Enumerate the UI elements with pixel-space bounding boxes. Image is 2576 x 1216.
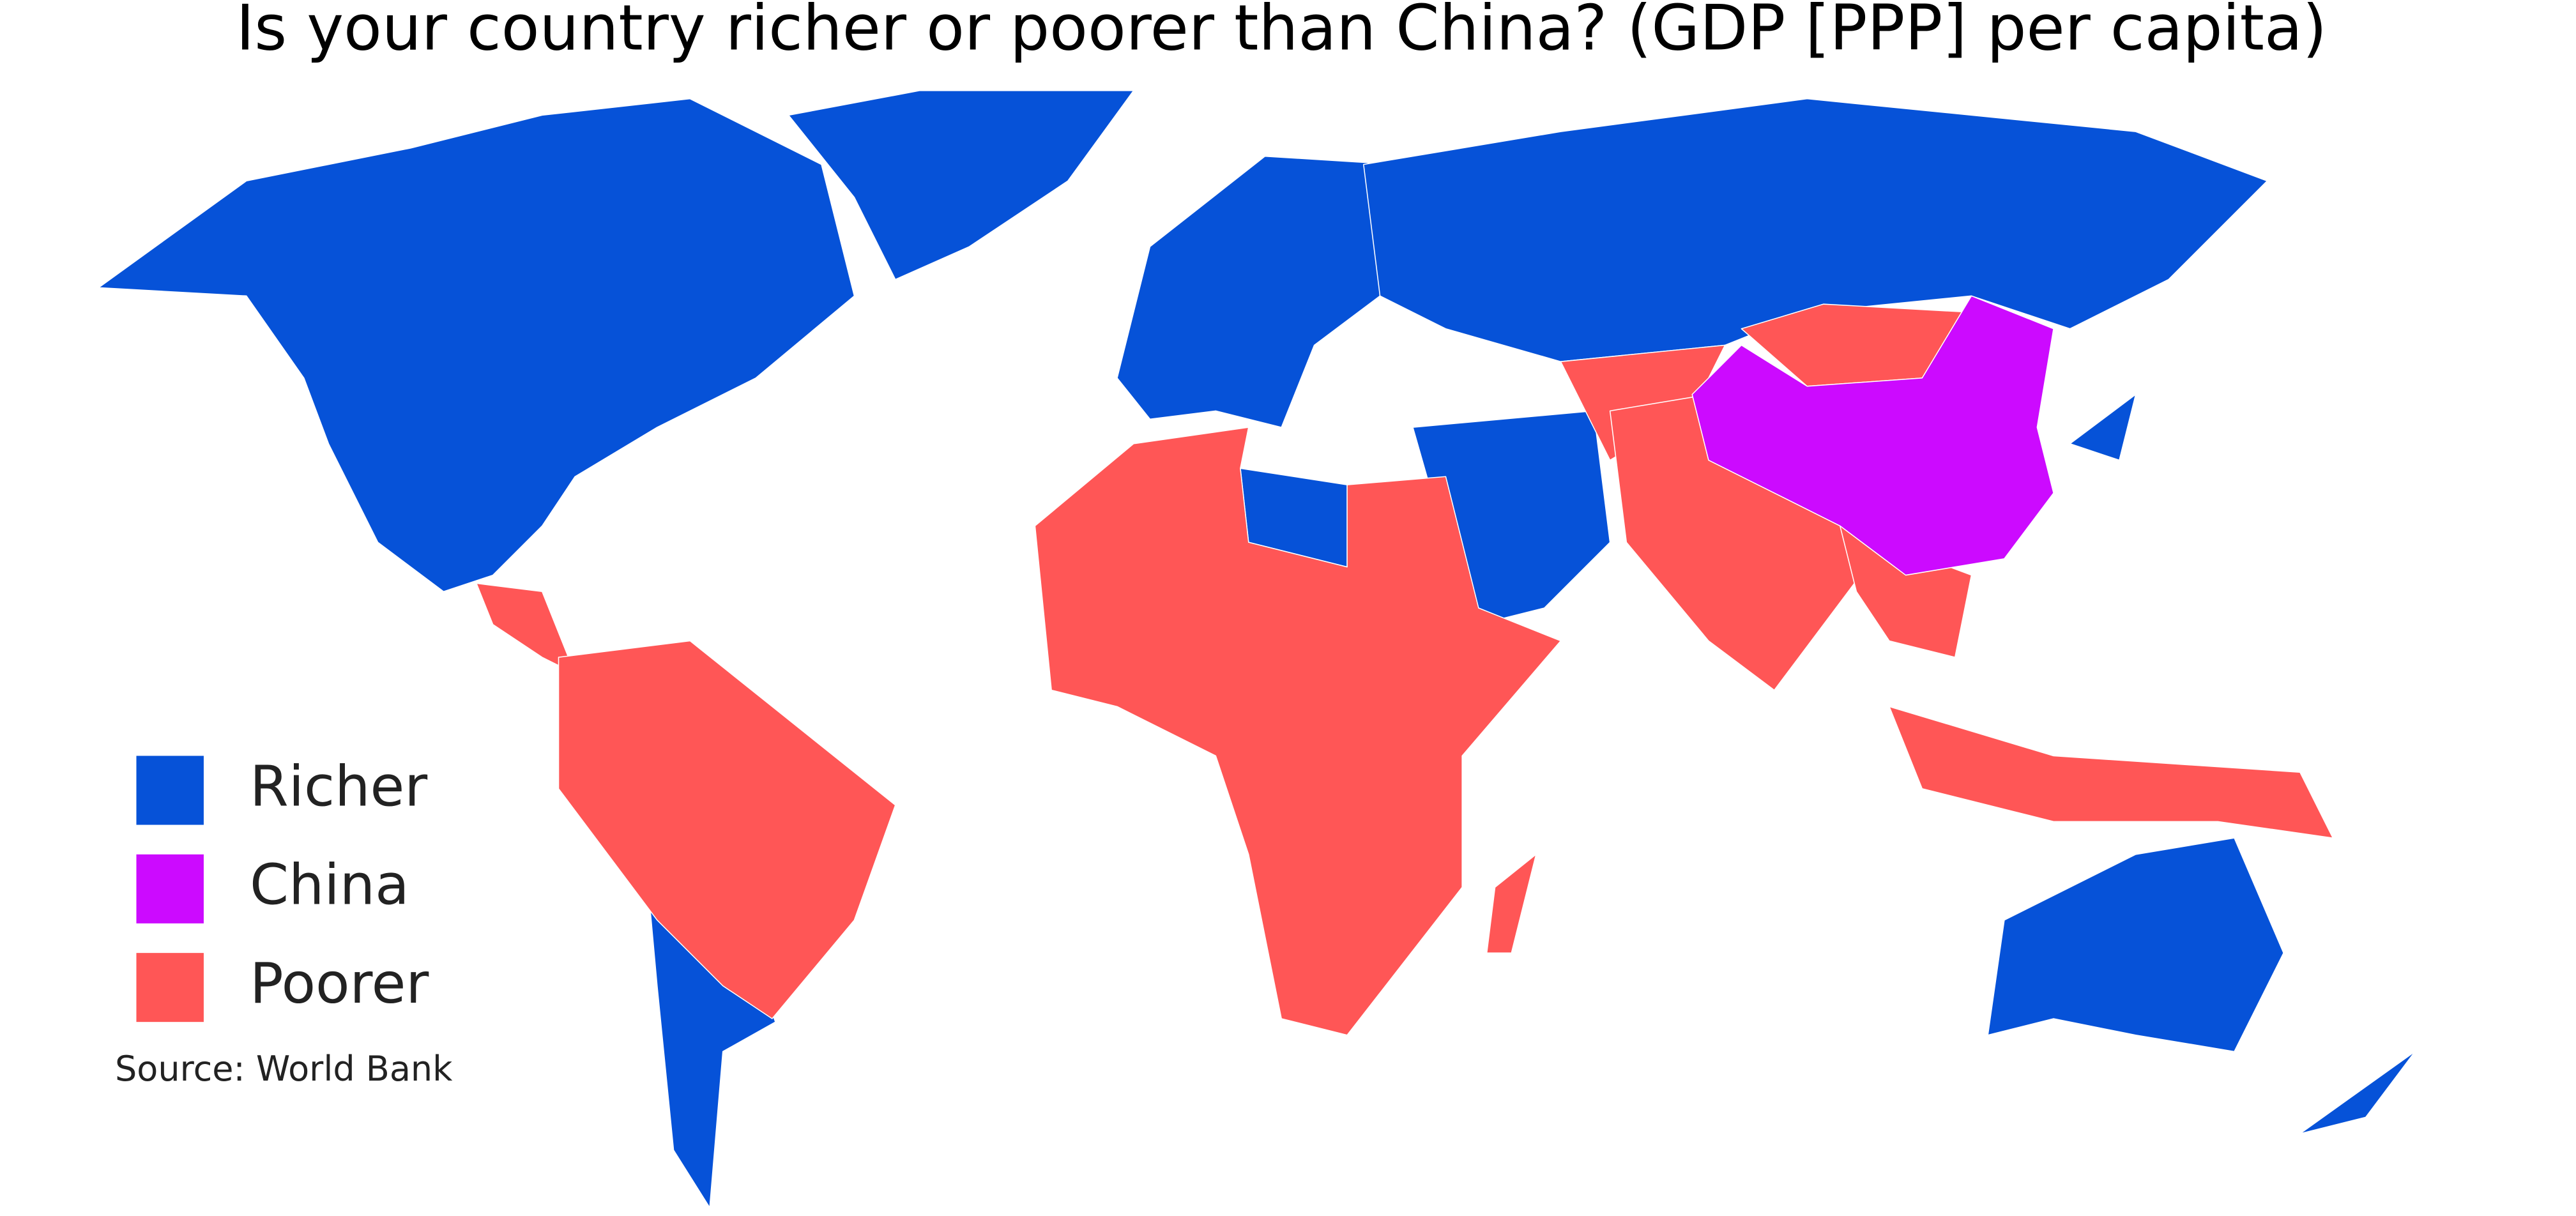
map-title: Is your country richer or poorer than Ch…: [236, 0, 2327, 65]
china: [1691, 295, 2054, 576]
legend-swatch: [136, 756, 204, 825]
europe: [1117, 155, 1398, 428]
legend-label: China: [250, 853, 409, 918]
legend-label: Poorer: [250, 951, 429, 1016]
russia: [1363, 98, 2268, 362]
australia: [1987, 837, 2284, 1053]
source: Source: World Bank: [115, 1049, 453, 1089]
japan: [2069, 328, 2153, 461]
africa: [1034, 427, 1562, 1036]
legend-label: Richer: [250, 754, 427, 819]
legend: Richer China Poorer Source: World Bank: [115, 754, 453, 1089]
north-america: [98, 98, 855, 593]
south-america: [558, 640, 896, 1019]
new-zealand: [2299, 1051, 2416, 1134]
greenland: [788, 90, 1134, 280]
legend-swatch: [136, 854, 204, 923]
madagascar: [1486, 854, 1537, 954]
land: [98, 90, 2416, 1208]
legend-swatch: [136, 953, 204, 1022]
indonesia: [1889, 706, 2334, 839]
